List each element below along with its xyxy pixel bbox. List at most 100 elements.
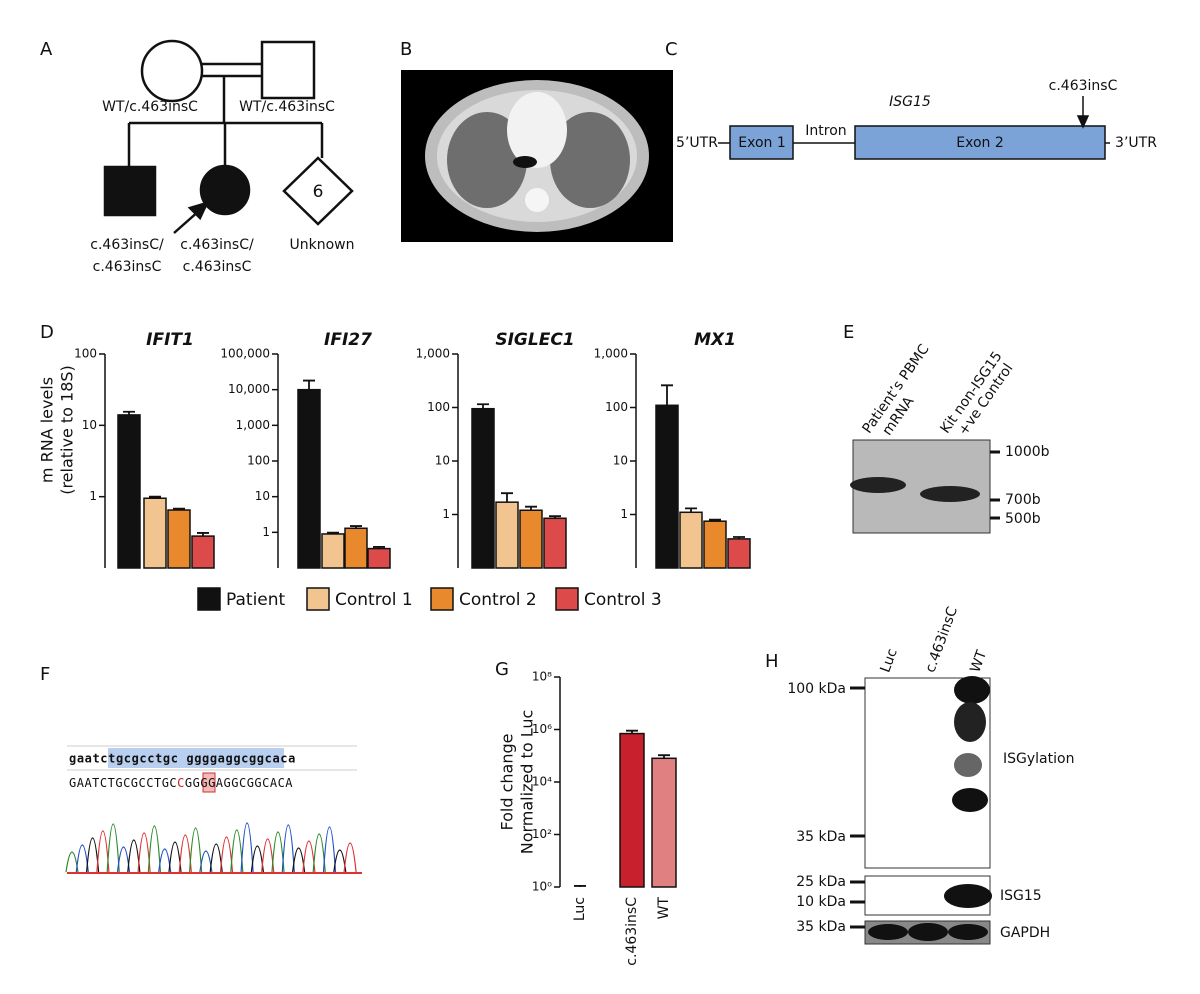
bar <box>727 538 751 569</box>
bar <box>651 757 677 888</box>
read-part: GGGGAGGCGGCACA <box>185 776 293 790</box>
panel-label: D <box>40 322 54 343</box>
sequence-view <box>65 745 362 874</box>
x-tick-label: WT <box>656 897 672 920</box>
x-tick-label: Luc <box>572 897 588 921</box>
chart-title: IFIT1 <box>146 330 194 350</box>
bar <box>655 404 679 569</box>
trace-peak <box>230 829 244 873</box>
bar <box>519 509 543 569</box>
y-tick-label: 100,000 <box>220 347 270 361</box>
error-bar <box>327 531 339 534</box>
panel-label: A <box>40 39 53 60</box>
genotype: WT/c.463insC <box>239 99 335 115</box>
y-tick-label: 100 <box>74 347 97 361</box>
trace-peak <box>178 834 192 873</box>
size-marker: 25 kDa <box>796 874 846 890</box>
panel-label: H <box>765 651 779 672</box>
exon-label: Exon 2 <box>956 135 1004 151</box>
size-marker: 35 kDa <box>796 829 846 845</box>
error-bar <box>658 754 670 759</box>
error-bar <box>123 410 135 415</box>
panel-label: G <box>495 659 509 680</box>
y-tick-label: 1,000 <box>236 418 270 432</box>
size-marker: 1000b <box>1005 444 1050 460</box>
genotype: Unknown <box>290 237 355 253</box>
bar <box>191 535 215 569</box>
y-tick-label: 10⁸ <box>532 670 552 684</box>
y-tick-label: 10 <box>255 489 270 503</box>
bar <box>495 501 519 569</box>
band-label: ISGylation <box>1003 751 1074 767</box>
utr-label: 5’UTR <box>676 135 718 151</box>
trace-peak <box>240 822 254 873</box>
error-bar <box>626 729 638 734</box>
panel-label: C <box>665 39 678 60</box>
trace-peak <box>322 826 337 873</box>
legend-label: Patient <box>226 590 286 610</box>
sibling-count: 6 <box>313 182 324 202</box>
error-bar <box>525 505 537 511</box>
legend-swatch <box>555 587 579 611</box>
size-marker: 100 kDa <box>787 681 846 697</box>
y-tick-label: 10 <box>613 454 628 468</box>
bar <box>167 509 191 569</box>
y-axis-label: Normalized to Luc <box>518 710 537 855</box>
y-tick-label: 10² <box>532 827 552 841</box>
y-tick-label: 1 <box>620 507 628 521</box>
lane-label: c.463insC <box>922 604 961 674</box>
genotype: c.463insC <box>183 259 252 275</box>
genotype: c.463insC/ <box>90 237 164 253</box>
band-label: ISG15 <box>1000 888 1042 904</box>
inserted-base: C <box>177 776 185 790</box>
mutation-label: c.463insC <box>1049 78 1118 94</box>
trace-peak <box>96 830 110 873</box>
error-bar <box>574 885 586 887</box>
trace-peak <box>137 832 151 873</box>
error-bar <box>173 507 185 511</box>
gene-diagram <box>718 96 1110 160</box>
trace-peak <box>312 833 326 873</box>
trace-peak <box>281 824 295 873</box>
y-tick-label: 10⁶ <box>532 722 552 736</box>
legend-swatch <box>430 587 454 611</box>
pedigree <box>103 39 354 234</box>
genotype: c.463insC/ <box>180 237 254 253</box>
error-bar <box>149 495 161 499</box>
bar <box>679 511 703 569</box>
y-tick-label: 1 <box>262 525 270 539</box>
error-bar <box>685 507 697 513</box>
error-bar <box>661 384 673 406</box>
reference-seq: gaatctgcgcctgc ggggaggcggcaca <box>69 752 296 766</box>
exon-label: Exon 1 <box>738 135 786 151</box>
bar <box>703 520 727 569</box>
y-tick-label: 10 <box>435 454 450 468</box>
y-tick-label: 1,000 <box>594 347 628 361</box>
error-bar <box>549 515 561 519</box>
ct-image <box>401 70 673 242</box>
bar <box>297 388 321 569</box>
y-tick-label: 10⁴ <box>532 775 552 789</box>
trace-peak <box>343 842 357 873</box>
error-bar <box>350 525 362 529</box>
legend-label: Control 3 <box>584 590 662 610</box>
band-label: GAPDH <box>1000 925 1050 941</box>
read-seq: GAATCTGCGCCTGCCGGGGAGGCGGCACA <box>69 776 293 790</box>
utr-label: 3’UTR <box>1115 135 1157 151</box>
size-marker: 35 kDa <box>796 919 846 935</box>
error-bar <box>501 492 513 503</box>
gel <box>850 439 1000 534</box>
size-marker: 500b <box>1005 511 1041 527</box>
y-tick-label: 1 <box>89 489 97 503</box>
legend-swatch <box>197 587 221 611</box>
error-bar <box>197 532 209 537</box>
panel-label: B <box>400 39 412 60</box>
read-part: GAATCTGCGCCTGC <box>69 776 177 790</box>
size-marker: 10 kDa <box>796 894 846 910</box>
y-axis-label: (relative to 18S) <box>58 365 77 495</box>
chart-title: MX1 <box>694 330 736 350</box>
lane-label: WT <box>967 648 990 675</box>
error-bar <box>709 518 721 522</box>
y-axis-label: m RNA levels <box>38 377 57 483</box>
